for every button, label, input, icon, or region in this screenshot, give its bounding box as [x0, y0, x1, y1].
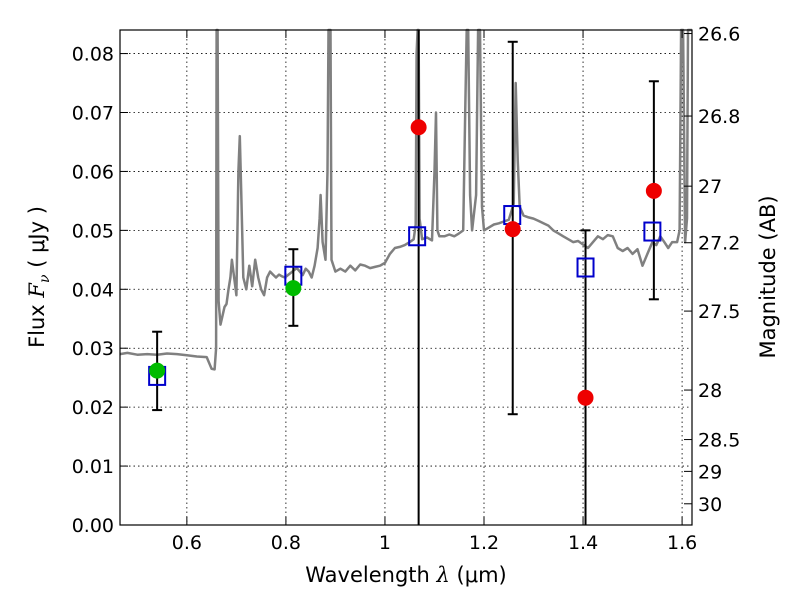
- x-axis-ticks: 0.6 0.8 1 1.2 1.4 1.6: [172, 30, 697, 554]
- y2-tick-label: 26.6: [698, 24, 740, 46]
- observed-marker: [410, 119, 427, 136]
- observed-photometry: [149, 119, 662, 406]
- x-tick-label: 0.8: [271, 532, 301, 554]
- x-axis-label: Wavelength λ (μm): [305, 563, 506, 587]
- y2-tick-label: 29: [698, 461, 722, 483]
- model-marker: [643, 221, 662, 242]
- model-marker: [408, 226, 427, 247]
- y2-tick-label: 27.2: [698, 233, 740, 255]
- x-tick-label: 1.6: [667, 532, 697, 554]
- plot-background: [120, 30, 692, 525]
- y-tick-label: 0.04: [72, 279, 114, 301]
- plot-frame: [119, 29, 693, 526]
- y-tick-label: 0.08: [72, 44, 114, 66]
- y-tick-label: 0.01: [72, 456, 114, 478]
- y-tick-label: 0.06: [72, 161, 114, 183]
- model-marker: [576, 257, 595, 278]
- x-tick-label: 1.2: [469, 532, 499, 554]
- x-tick-label: 1: [379, 532, 391, 554]
- y2-tick-label: 27: [698, 176, 722, 198]
- x-tick-label: 0.6: [172, 532, 202, 554]
- observed-marker: [504, 221, 521, 238]
- y2-tick-label: 30: [698, 494, 722, 516]
- y-tick-label: 0.02: [72, 397, 114, 419]
- y2-tick-label: 28: [698, 380, 722, 402]
- observed-marker: [645, 182, 662, 199]
- y2-tick-label: 27.5: [698, 301, 740, 323]
- model-photometry: [148, 205, 662, 386]
- y-tick-label: 0.05: [72, 220, 114, 242]
- x-tick-label: 1.4: [568, 532, 598, 554]
- observed-marker: [285, 280, 302, 297]
- y-tick-label: 0.00: [72, 515, 114, 537]
- observed-marker: [149, 362, 166, 379]
- y2-tick-label: 26.8: [698, 106, 740, 128]
- y2-tick-label: 28.5: [698, 430, 740, 452]
- y-tick-label: 0.07: [72, 103, 114, 125]
- y2-axis-label: Magnitude (AB): [756, 195, 780, 358]
- observed-marker: [577, 389, 594, 406]
- y-axis-ticks: 0.00 0.01 0.02 0.03 0.04 0.05 0.06 0.07 0.08: [72, 44, 128, 537]
- y-tick-label: 0.03: [72, 338, 114, 360]
- y2-axis-ticks: 26.6 26.8 27 27.2 27.5 28 28.5 29 30: [684, 24, 740, 516]
- y-axis-label: Flux Fν ( μJy ): [25, 206, 53, 348]
